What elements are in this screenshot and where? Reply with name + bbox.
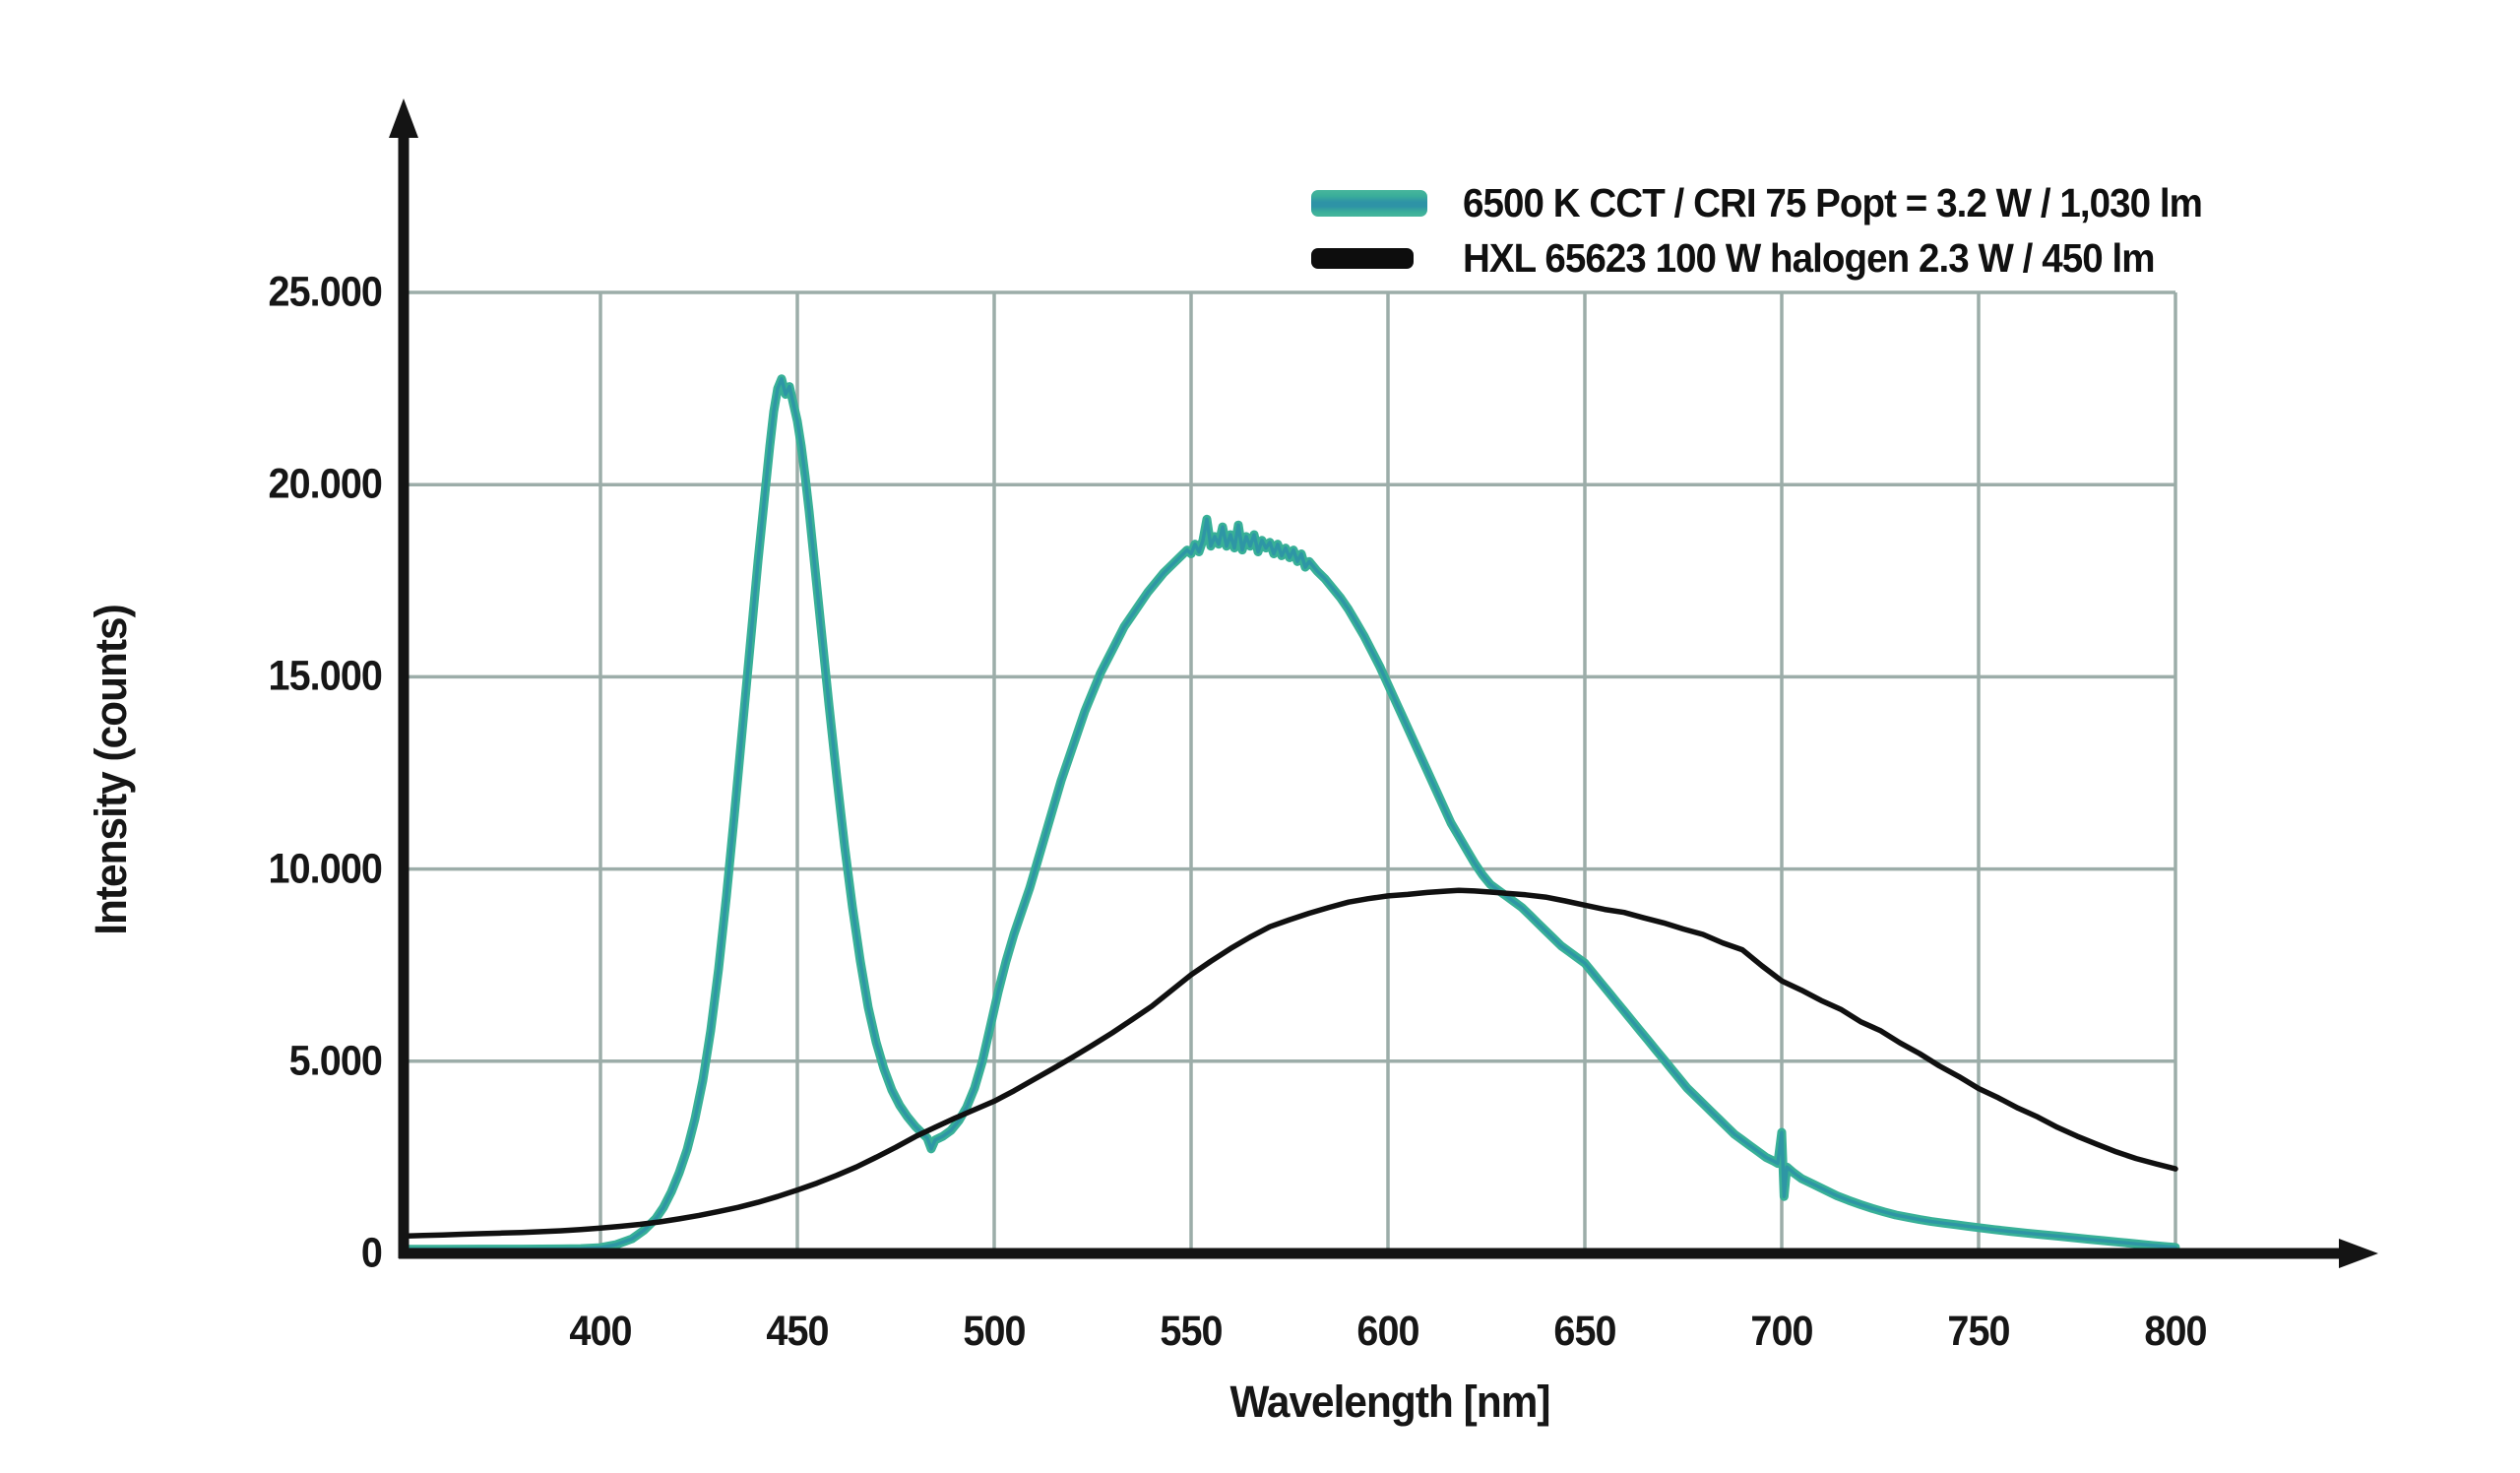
x-tick-label: 400 — [569, 1308, 632, 1355]
y-tick-label: 0 — [360, 1229, 383, 1277]
legend-label-led: 6500 K CCT / CRI 75 Popt = 3.2 W / 1,030… — [1463, 179, 2203, 225]
x-tick-label: 600 — [1356, 1308, 1419, 1355]
led-spectrum-curve-core — [402, 377, 2177, 1251]
y-tick-label: 15.000 — [268, 652, 383, 700]
legend: 6500 K CCT / CRI 75 Popt = 3.2 W / 1,030… — [1311, 175, 2249, 286]
legend-item-halogen: HXL 65623 100 W halogen 2.3 W / 450 lm — [1311, 230, 2249, 286]
x-tick-label: 550 — [1160, 1308, 1223, 1355]
y-tick-label: 10.000 — [268, 845, 383, 893]
legend-label-halogen: HXL 65623 100 W halogen 2.3 W / 450 lm — [1463, 234, 2156, 281]
halogen-series-swatch-icon — [1311, 247, 1414, 269]
legend-item-led: 6500 K CCT / CRI 75 Popt = 3.2 W / 1,030… — [1311, 175, 2249, 230]
y-tick-label: 20.000 — [268, 460, 383, 508]
x-tick-label: 450 — [766, 1308, 829, 1355]
y-axis-arrow-icon — [389, 98, 418, 138]
x-axis-arrow-icon — [2339, 1239, 2378, 1268]
x-tick-label: 700 — [1750, 1308, 1813, 1355]
y-tick-label: 25.000 — [268, 268, 383, 316]
led-spectrum-curve — [399, 374, 2180, 1254]
x-tick-label: 650 — [1553, 1308, 1616, 1355]
y-tick-label: 5.000 — [288, 1037, 383, 1085]
x-axis-title: Wavelength [nm] — [1229, 1377, 1550, 1427]
y-axis-title: Intensity (counts) — [86, 605, 136, 935]
led-series-swatch-icon — [1311, 189, 1427, 217]
x-tick-label: 750 — [1947, 1308, 2010, 1355]
x-tick-label: 800 — [2144, 1308, 2207, 1355]
halogen-curve — [401, 887, 2178, 1240]
x-tick-label: 500 — [963, 1308, 1026, 1355]
